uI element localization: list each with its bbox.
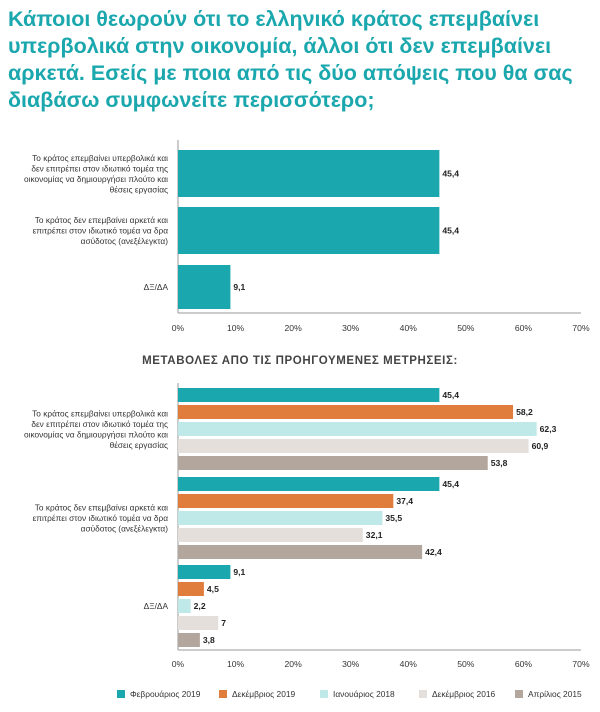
chart2-bar bbox=[178, 388, 440, 402]
chart2-tick-label: 40% bbox=[400, 659, 418, 669]
chart2-bar bbox=[178, 565, 231, 579]
chart2-value-label: 58,2 bbox=[516, 407, 533, 417]
chart2-tick-label: 10% bbox=[227, 659, 245, 669]
chart1-bar bbox=[178, 150, 440, 197]
legend-swatch bbox=[515, 690, 523, 698]
chart1-category-label: ΔΞ/ΔΑ bbox=[144, 282, 169, 292]
chart2-value-label: 2,2 bbox=[194, 601, 206, 611]
chart1-category-label: επιτρέπει στον ιδιωτικό τομέα να δρα bbox=[33, 226, 169, 236]
chart2-category-label: οικονομίας να δημιουργήσει πλούτο και bbox=[24, 429, 168, 439]
chart2-bar bbox=[178, 422, 537, 436]
chart2-tick-label: 50% bbox=[457, 659, 475, 669]
chart1-category-label: Το κράτος δεν επεμβαίνει αρκετά και bbox=[35, 215, 168, 225]
legend-label: Απρίλιος 2015 bbox=[528, 689, 582, 699]
legend-label: Ιανουάριος 2018 bbox=[333, 689, 395, 699]
chart2-tick-label: 60% bbox=[515, 659, 533, 669]
chart2-category-label: Το κράτος δεν επεμβαίνει αρκετά και bbox=[35, 503, 168, 513]
chart1-tick-label: 20% bbox=[285, 323, 303, 333]
chart2-bar bbox=[178, 439, 529, 453]
chart2-bar bbox=[178, 456, 488, 470]
chart2-value-label: 4,5 bbox=[207, 584, 219, 594]
chart2-bar bbox=[178, 528, 363, 542]
chart2-tick-label: 30% bbox=[342, 659, 360, 669]
chart2-value-label: 35,5 bbox=[385, 513, 402, 523]
legend-swatch bbox=[219, 690, 227, 698]
chart2-value-label: 32,1 bbox=[366, 530, 383, 540]
chart1-category-label: Το κράτος επεμβαίνει υπερβολικά και bbox=[32, 153, 168, 163]
chart2-value-label: 45,4 bbox=[442, 479, 459, 489]
chart1-tick-label: 0% bbox=[172, 323, 185, 333]
chart1-bar bbox=[178, 207, 440, 254]
chart2-bar bbox=[178, 616, 219, 630]
chart1-tick-label: 40% bbox=[400, 323, 418, 333]
chart2-category-label: θέσεις εργασίας bbox=[110, 440, 168, 450]
chart2-category-label: Το κράτος επεμβαίνει υπερβολικά και bbox=[32, 408, 168, 418]
chart2-category-label: ασύδοτος (ανεξέλεγκτα) bbox=[81, 524, 169, 534]
chart1-tick-label: 50% bbox=[457, 323, 475, 333]
chart1-value-label: 45,4 bbox=[442, 169, 459, 179]
chart2-bar bbox=[178, 494, 394, 508]
chart1-tick-label: 30% bbox=[342, 323, 360, 333]
chart2-bar bbox=[178, 582, 204, 596]
legend-label: Δεκέμβριος 2019 bbox=[232, 689, 296, 699]
legend-swatch bbox=[320, 690, 328, 698]
chart1-value-label: 45,4 bbox=[442, 226, 459, 236]
chart2-bar bbox=[178, 405, 514, 419]
chart1-tick-label: 60% bbox=[515, 323, 533, 333]
chart2-value-label: 60,9 bbox=[532, 441, 549, 451]
chart2-value-label: 9,1 bbox=[233, 567, 245, 577]
chart2-bar bbox=[178, 599, 191, 613]
chart1-value-label: 9,1 bbox=[233, 282, 245, 292]
chart2-title: ΜΕΤΑΒΟΛΕΣ ΑΠΟ ΤΙΣ ΠΡΟΗΓΟΥΜΕΝΕΣ ΜΕΤΡΗΣΕΙΣ… bbox=[142, 355, 458, 367]
chart2-value-label: 7 bbox=[221, 618, 226, 628]
chart2-value-label: 62,3 bbox=[540, 424, 557, 434]
chart1-category-label: οικονομίας να δημιουργήσει πλούτο και bbox=[24, 174, 168, 184]
legend-label: Δεκέμβριος 2016 bbox=[432, 689, 496, 699]
chart2-bar bbox=[178, 545, 423, 559]
chart2-value-label: 45,4 bbox=[442, 390, 459, 400]
chart1-bar bbox=[178, 265, 231, 309]
chart2-value-label: 3,8 bbox=[203, 635, 215, 645]
chart2-tick-label: 20% bbox=[285, 659, 303, 669]
chart2-value-label: 37,4 bbox=[396, 496, 413, 506]
chart1-category-label: θέσεις εργασίας bbox=[110, 184, 168, 194]
legend-swatch bbox=[419, 690, 427, 698]
chart1-category-label: ασύδοτος (ανεξέλεγκτα) bbox=[81, 236, 169, 246]
chart2-tick-label: 0% bbox=[172, 659, 185, 669]
chart1-category-label: δεν επιτρέπει στον ιδιωτικό τομέα της bbox=[31, 163, 168, 173]
chart2-bar bbox=[178, 477, 440, 491]
chart1-tick-label: 10% bbox=[227, 323, 245, 333]
chart1-tick-label: 70% bbox=[572, 323, 590, 333]
chart2-bar bbox=[178, 633, 200, 647]
chart2-tick-label: 70% bbox=[572, 659, 590, 669]
chart-title: Κάποιοι θεωρούν ότι το ελληνικό κράτος ε… bbox=[8, 7, 573, 112]
chart2-category-label: δεν επιτρέπει στον ιδιωτικό τομέα της bbox=[31, 419, 168, 429]
chart2-bar bbox=[178, 511, 383, 525]
chart2-category-label: ΔΞ/ΔΑ bbox=[144, 601, 169, 611]
legend-swatch bbox=[117, 690, 125, 698]
legend-label: Φεβρουάριος 2019 bbox=[130, 689, 201, 699]
chart2-value-label: 53,8 bbox=[491, 458, 508, 468]
chart2-value-label: 42,4 bbox=[425, 547, 442, 557]
chart2-category-label: επιτρέπει στον ιδιωτικό τομέα να δρα bbox=[33, 513, 169, 523]
